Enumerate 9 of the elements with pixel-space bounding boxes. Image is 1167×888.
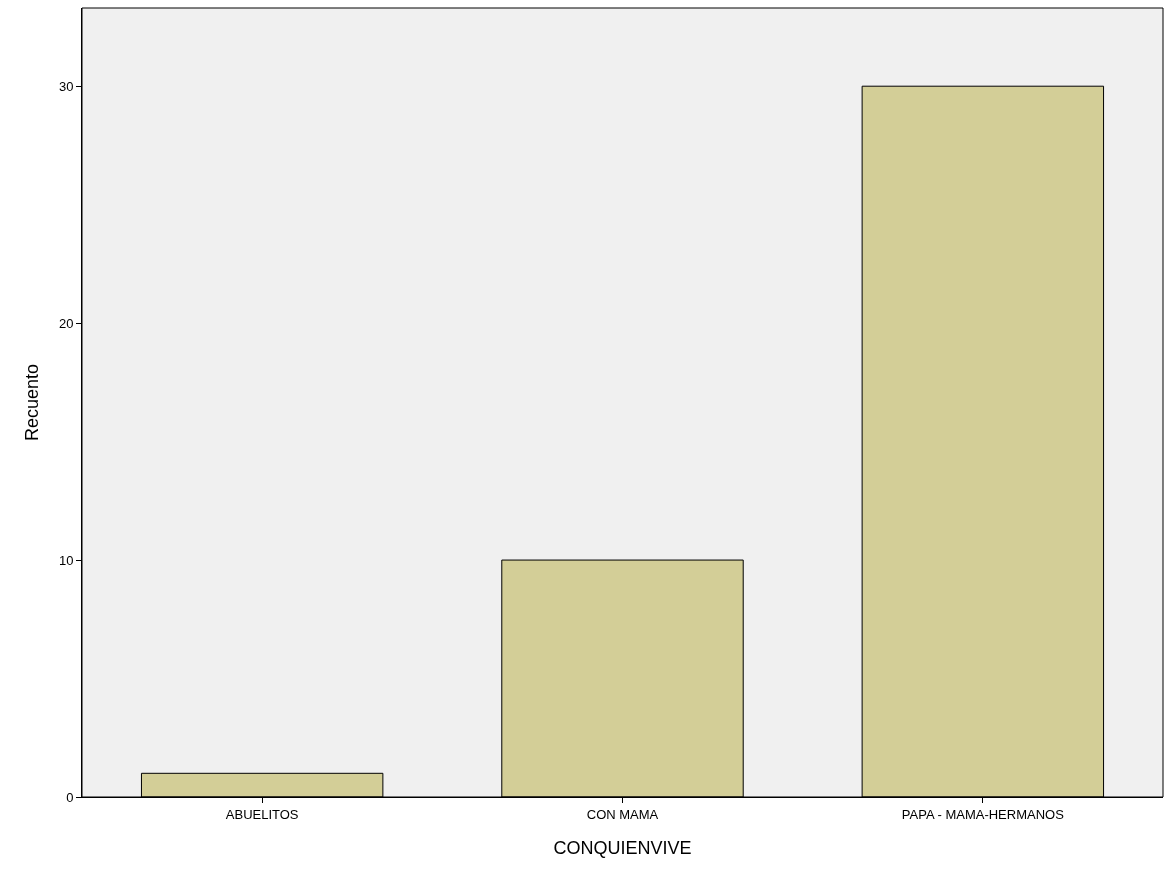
y-tick-label: 10: [58, 552, 74, 568]
y-tick-label: 0: [66, 789, 74, 805]
x-tick-label: CON MAMA: [586, 806, 659, 822]
y-axis-title: Recuento: [22, 363, 43, 442]
x-tick-label: ABUELITOS: [225, 806, 299, 822]
x-tick-label: PAPA - MAMA-HERMANOS: [901, 806, 1065, 822]
x-axis-title: CONQUIENVIVE: [553, 837, 692, 858]
y-tick-label: 20: [58, 315, 74, 331]
y-tick-label: 30: [58, 78, 74, 94]
